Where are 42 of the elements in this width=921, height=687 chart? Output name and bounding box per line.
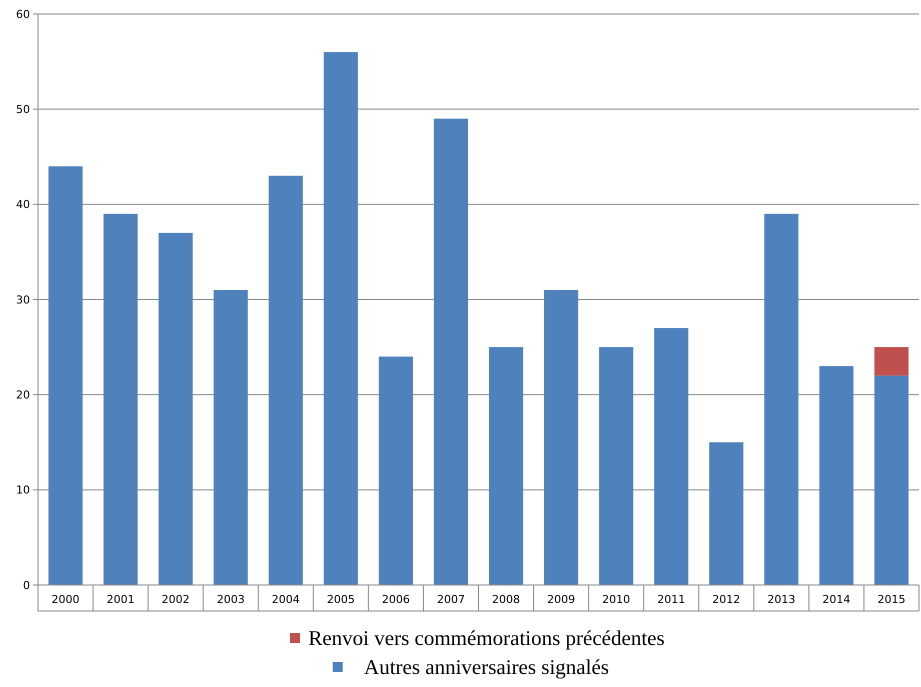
y-tick-label: 10	[16, 484, 30, 497]
x-tick-label: 2009	[547, 593, 576, 606]
bar	[599, 347, 634, 585]
x-tick-label: 2006	[382, 593, 410, 606]
bar	[324, 52, 358, 585]
y-tick-label: 40	[16, 198, 30, 212]
x-tick-label: 2001	[106, 593, 135, 606]
bar	[104, 214, 138, 585]
y-tick-label: 50	[16, 103, 30, 116]
bar	[874, 376, 909, 585]
x-tick-label: 2015	[877, 593, 906, 606]
bar	[874, 347, 909, 376]
bar	[544, 290, 578, 585]
x-tick-label: 2013	[767, 593, 796, 606]
x-tick-label: 2007	[436, 593, 465, 606]
x-tick-label: 2010	[602, 593, 630, 606]
y-tick-label: 0	[23, 578, 30, 592]
x-tick-label: 2003	[216, 593, 245, 606]
x-tick-label: 2011	[657, 593, 686, 606]
bar	[214, 290, 248, 585]
x-tick-label: 2005	[326, 593, 355, 606]
y-tick-label: 60	[16, 8, 30, 21]
y-tick-label: 20	[16, 388, 30, 402]
bar	[488, 347, 524, 585]
bar	[378, 356, 413, 585]
bar	[819, 366, 854, 585]
x-tick-label: 2002	[162, 593, 190, 606]
bar	[434, 118, 468, 585]
x-tick-label: 2000	[52, 593, 80, 606]
bar	[764, 214, 798, 585]
x-tick-label: 2008	[492, 593, 520, 606]
x-tick-label: 2014	[822, 593, 850, 606]
legend-label: Renvoi vers commémorations précédentes	[308, 626, 665, 650]
legend-label: Autres anniversaires signalés	[364, 655, 609, 679]
x-tick-label: 2012	[712, 593, 740, 606]
x-tick-label: 2004	[272, 593, 300, 606]
bar	[48, 166, 83, 585]
bar	[268, 176, 303, 585]
bar	[654, 328, 688, 585]
y-tick-label: 30	[16, 293, 30, 306]
bar	[158, 232, 193, 585]
bar	[709, 442, 744, 585]
